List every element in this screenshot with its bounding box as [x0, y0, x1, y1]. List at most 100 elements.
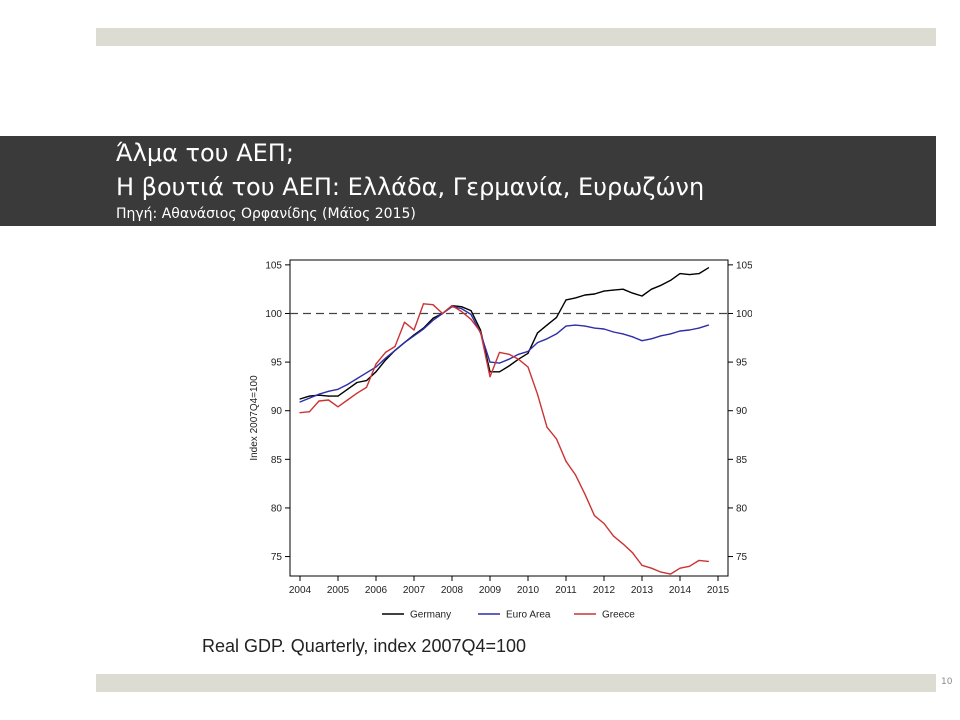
data-point: [536, 342, 539, 344]
data-point: [555, 438, 558, 440]
data-point: [517, 358, 520, 360]
y-tick-label-right: 90: [736, 406, 748, 417]
gdp-line-chart: 75 75 80 80 85 85 90 90 95 95 100 100 105 105 2004 2005…: [249, 259, 752, 621]
data-point: [546, 324, 548, 326]
series-germany: [299, 267, 710, 400]
y-tick-label-right: 80: [736, 503, 748, 514]
slide-source: Πηγή: Αθανάσιος Ορφανίδης (Μάϊος 2015): [116, 206, 416, 222]
series-euro-area: [299, 306, 710, 403]
data-point: [299, 401, 301, 403]
top-decor-bar: [96, 28, 936, 46]
data-point: [536, 393, 539, 395]
y-tick-label-left: 95: [271, 358, 283, 369]
data-point: [356, 392, 358, 394]
data-point: [508, 365, 510, 367]
data-point: [365, 379, 368, 382]
title-band: Άλμα του ΑΕΠ; Η βουτιά του ΑΕΠ: Ελλάδα, …: [0, 136, 936, 226]
x-tick-label: 2010: [517, 585, 540, 596]
data-point: [584, 325, 586, 327]
chart-caption: Real GDP. Quarterly, index 2007Q4=100: [202, 636, 527, 656]
data-point: [375, 363, 377, 365]
data-point: [650, 288, 653, 290]
data-point: [375, 371, 377, 373]
data-point: [565, 460, 567, 462]
data-point: [660, 571, 662, 573]
data-point: [641, 564, 643, 566]
x-tick-label: 2012: [593, 585, 616, 596]
data-point: [394, 349, 396, 352]
data-point: [375, 366, 377, 368]
data-point: [422, 328, 425, 330]
data-point: [527, 350, 529, 352]
y-tick-label-left: 85: [271, 455, 283, 466]
data-point: [669, 333, 672, 335]
series-greece: [299, 303, 710, 575]
data-point: [698, 273, 700, 275]
data-point: [327, 395, 330, 397]
data-point: [707, 560, 710, 563]
data-point: [318, 393, 320, 395]
data-point: [584, 294, 586, 296]
y-tick-label-right: 75: [736, 552, 748, 563]
data-point: [356, 381, 358, 384]
data-point: [641, 295, 643, 297]
data-point: [679, 273, 681, 275]
y-tick-label-left: 75: [271, 552, 283, 563]
y-tick-label-left: 90: [271, 406, 283, 417]
data-point: [698, 559, 700, 562]
y-tick-label-right: 85: [736, 455, 748, 466]
x-tick-label: 2014: [669, 585, 692, 596]
data-point: [422, 303, 425, 305]
data-point: [603, 328, 605, 330]
data-point: [498, 362, 501, 364]
y-tick-label-left: 80: [271, 503, 283, 514]
data-point: [650, 567, 653, 569]
data-point: [308, 395, 311, 397]
data-point: [365, 386, 368, 388]
data-point: [403, 342, 406, 344]
data-point: [337, 406, 339, 408]
y-tick-label-right: 95: [736, 358, 748, 369]
data-point: [432, 304, 434, 306]
plot-frame: [289, 259, 729, 577]
data-point: [707, 267, 710, 269]
x-tick-label: 2008: [441, 585, 464, 596]
data-point: [631, 336, 634, 338]
data-point: [631, 292, 634, 294]
data-point: [546, 338, 548, 340]
data-point: [517, 353, 520, 355]
data-point: [622, 333, 624, 335]
data-point: [460, 306, 463, 308]
x-tick-label: 2009: [479, 585, 502, 596]
y-tick-label-left: 105: [265, 260, 282, 271]
data-point: [631, 552, 634, 554]
data-point: [565, 299, 567, 301]
data-point: [489, 361, 491, 363]
data-point: [555, 333, 558, 335]
data-point: [527, 352, 529, 354]
data-point: [432, 317, 434, 319]
data-point: [451, 305, 453, 307]
data-point: [584, 493, 586, 495]
data-point: [327, 390, 330, 392]
data-point: [337, 388, 339, 390]
data-point: [574, 324, 577, 326]
data-point: [508, 358, 510, 360]
legend-label: Germany: [410, 610, 451, 621]
x-tick-label: 2007: [403, 585, 426, 596]
data-point: [555, 316, 558, 318]
legend-label: Greece: [602, 610, 635, 621]
y-tick-label-right: 100: [736, 309, 752, 320]
x-tick-label: 2006: [365, 585, 388, 596]
data-point: [574, 474, 577, 476]
data-point: [660, 284, 662, 286]
x-tick-label: 2015: [707, 585, 730, 596]
x-tick-label: 2005: [327, 585, 350, 596]
data-point: [299, 398, 301, 400]
data-point: [403, 321, 406, 323]
data-point: [498, 351, 501, 353]
data-point: [565, 325, 567, 327]
data-point: [527, 366, 529, 368]
data-point: [698, 327, 700, 329]
data-point: [650, 338, 653, 340]
